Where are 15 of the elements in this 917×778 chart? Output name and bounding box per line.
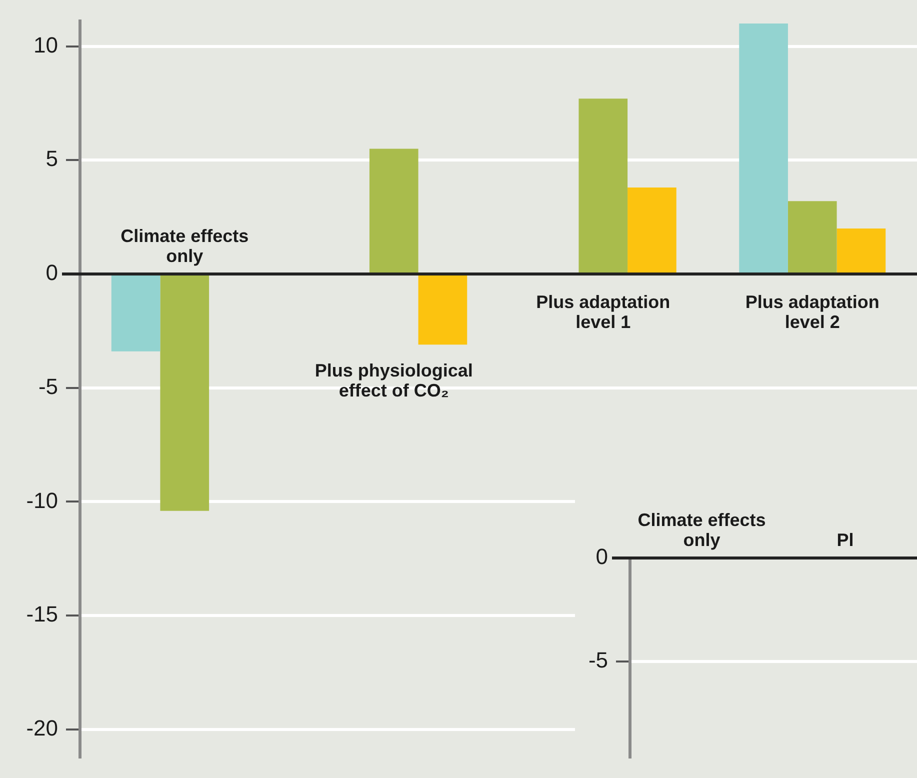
y-tick-label: 0: [46, 260, 58, 286]
y-tick-label: -5: [38, 374, 58, 399]
x-tick-label: Pl: [836, 530, 854, 550]
x-tick-label: Climate effects only: [638, 510, 766, 550]
x-tick-label: Plus physiological effect of CO₂: [314, 360, 473, 401]
x-tick-label: Plus adaptation level 2: [745, 292, 880, 332]
y-tick-label: -20: [26, 716, 58, 741]
y-tick-label: -15: [26, 602, 58, 627]
x-tick-label: Plus adaptation level 1: [536, 292, 670, 332]
y-tick-label: 10: [34, 32, 58, 58]
x-tick-label: Climate effects only: [120, 226, 249, 266]
y-tick-label: -5: [588, 648, 608, 673]
y-tick-label: -10: [26, 488, 58, 513]
y-tick-label: 0: [596, 544, 608, 570]
y-tick-label: 5: [46, 146, 58, 172]
